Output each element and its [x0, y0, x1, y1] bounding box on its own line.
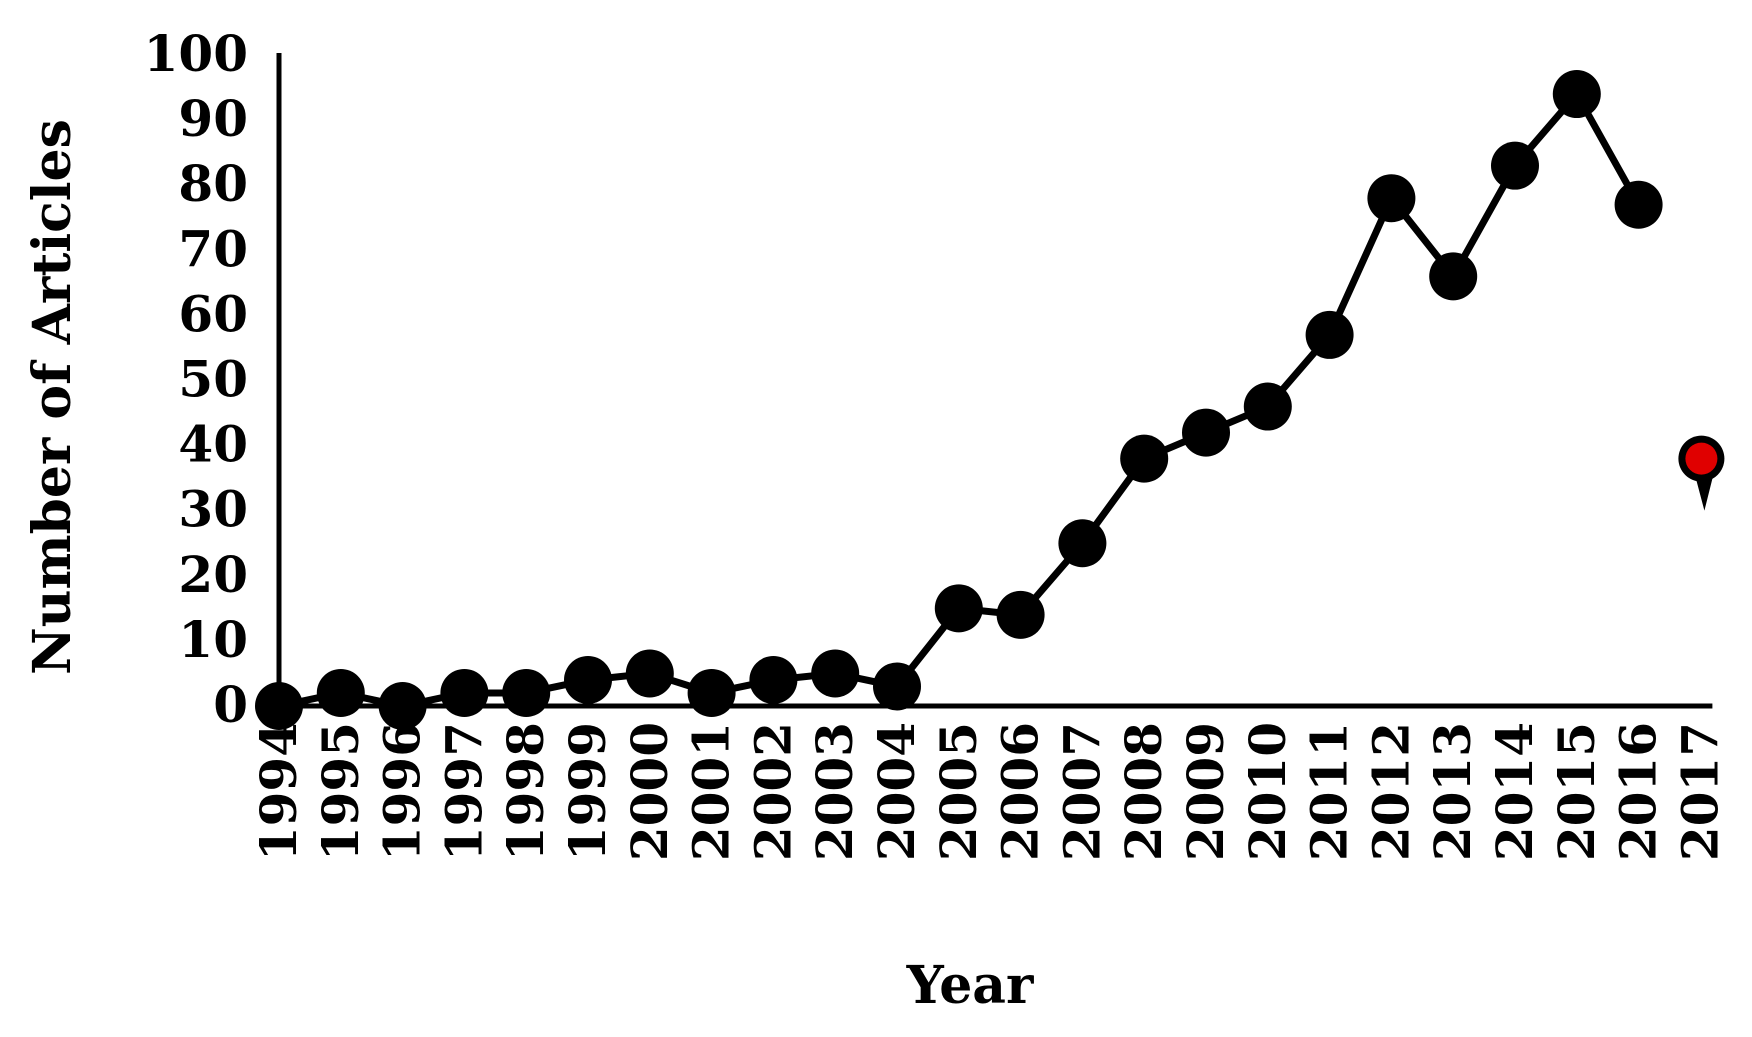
- x-tick-label: 2007: [1052, 722, 1111, 861]
- map-pin-icon: [1685, 442, 1718, 475]
- x-tick-label: 2002: [743, 722, 802, 861]
- y-tick-label: 80: [178, 154, 248, 213]
- y-tick-label: 60: [178, 284, 248, 343]
- data-point: [1243, 382, 1292, 431]
- data-point: [1305, 310, 1354, 359]
- y-tick-label: 0: [213, 675, 248, 734]
- x-tick-label: 1994: [249, 722, 308, 861]
- x-tick-label: 2011: [1300, 722, 1359, 861]
- data-point: [378, 682, 427, 730]
- data-point: [873, 662, 921, 711]
- x-tick-label: 2015: [1547, 722, 1606, 861]
- highlight-marker: [1678, 435, 1725, 511]
- x-tick-label: 2013: [1423, 722, 1482, 861]
- x-tick-label: 1998: [496, 722, 555, 861]
- data-point: [1491, 141, 1539, 190]
- x-tick-label: 1996: [373, 722, 432, 861]
- data-point: [255, 682, 303, 730]
- x-tick-label: 2003: [805, 722, 864, 861]
- data-point: [564, 655, 612, 704]
- data-point: [316, 668, 365, 717]
- x-tick-label: 1997: [434, 722, 493, 861]
- y-tick-label: 90: [178, 89, 248, 148]
- x-tick-labels: 1994 1995 1996 1997 1998 1999 2000 2001 2002 2003…: [249, 722, 1729, 861]
- data-point: [749, 655, 798, 704]
- y-tick-label: 100: [144, 24, 248, 83]
- data-point: [1367, 174, 1416, 223]
- data-point: [625, 649, 674, 698]
- pin-tail: [1695, 474, 1714, 511]
- data-point: [1429, 252, 1478, 301]
- data-point: [1120, 434, 1169, 483]
- y-tick-label: 20: [178, 545, 248, 604]
- data-point: [1614, 180, 1663, 229]
- x-axis-title: Year: [906, 955, 1034, 1016]
- y-axis-title: Number of Articles: [22, 119, 83, 675]
- data-point: [811, 649, 860, 698]
- x-tick-label: 2006: [991, 722, 1050, 861]
- x-tick-label: 2004: [867, 722, 926, 861]
- x-tick-label: 2005: [929, 722, 988, 861]
- data-point: [934, 584, 983, 633]
- data-point: [996, 590, 1045, 639]
- x-tick-label: 2017: [1670, 722, 1729, 861]
- x-tick-label: 2001: [682, 722, 741, 861]
- y-tick-label: 70: [178, 219, 248, 278]
- data-point: [1552, 70, 1601, 119]
- series: [255, 70, 1663, 730]
- x-tick-label: 2009: [1176, 722, 1235, 861]
- y-tick-label: 50: [178, 350, 248, 409]
- x-tick-label: 2014: [1485, 722, 1544, 861]
- data-point: [502, 668, 551, 717]
- x-tick-label: 1995: [311, 722, 370, 861]
- x-tick-label: 2016: [1609, 722, 1668, 861]
- data-point: [1058, 519, 1107, 568]
- y-tick-label: 30: [178, 480, 248, 539]
- data-point: [440, 668, 489, 717]
- data-point: [1182, 408, 1230, 457]
- data-point: [687, 668, 736, 717]
- x-tick-label: 2008: [1114, 722, 1173, 861]
- y-tick-labels: 0 10 20 30 40 50 60 70 80 90 100: [144, 24, 248, 734]
- x-tick-label: 2012: [1361, 722, 1420, 861]
- x-tick-label: 2010: [1238, 722, 1297, 861]
- x-tick-label: 1999: [558, 722, 617, 861]
- y-tick-label: 10: [178, 610, 248, 669]
- x-tick-label: 2000: [620, 722, 679, 861]
- y-tick-label: 40: [178, 415, 248, 474]
